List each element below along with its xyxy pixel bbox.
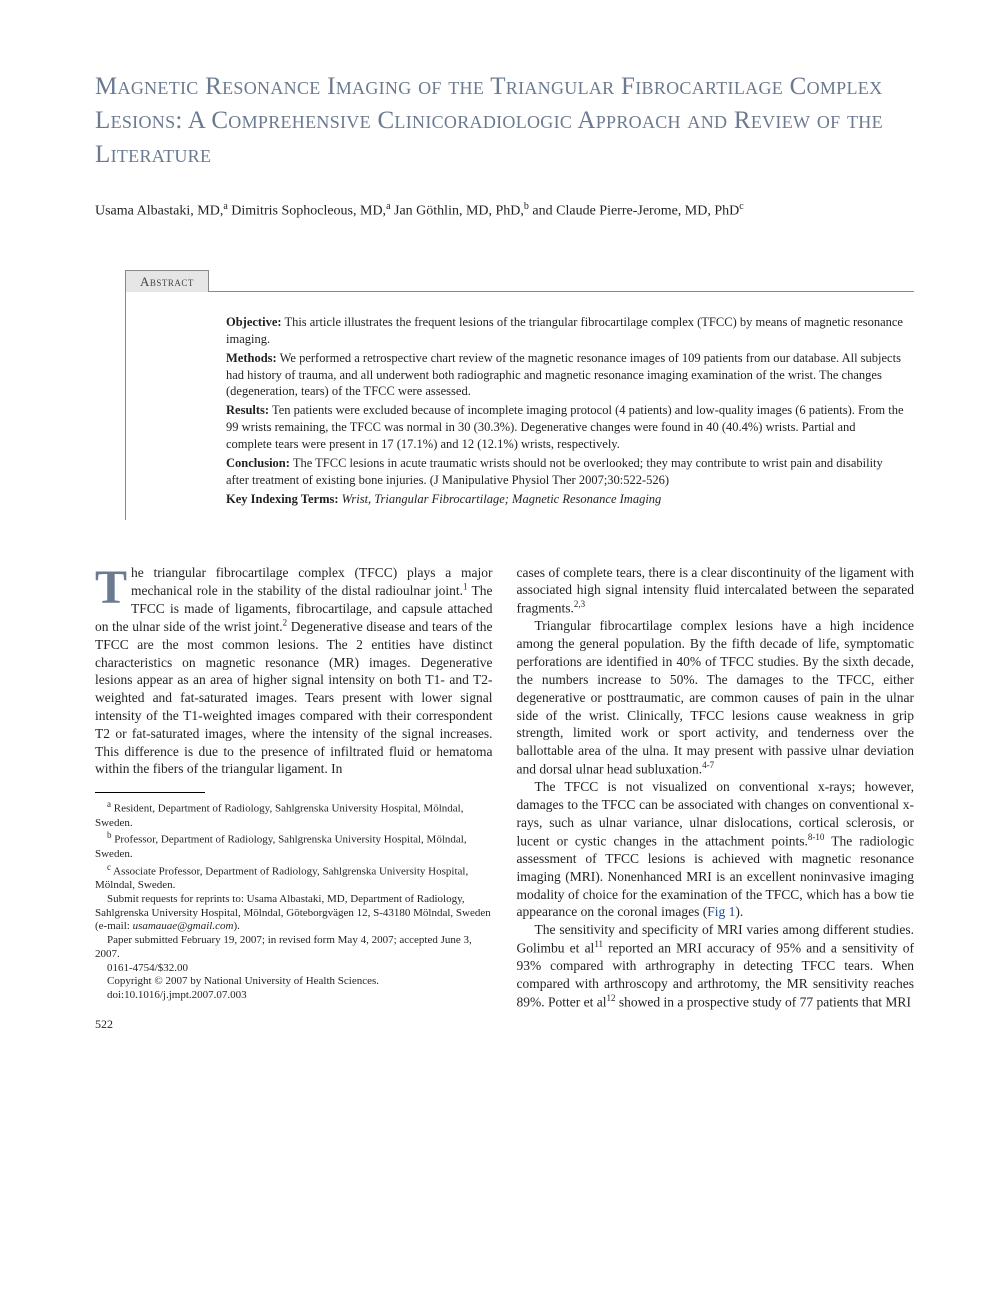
abstract-methods-label: Methods:: [226, 351, 277, 365]
page-number: 522: [95, 1017, 493, 1033]
footnote-separator: [95, 792, 205, 793]
body-para-1-text: he triangular fibrocartilage complex (TF…: [95, 565, 493, 777]
footnote-affil-c: c Associate Professor, Department of Rad…: [95, 862, 493, 893]
footnote-reprint: Submit requests for reprints to: Usama A…: [95, 893, 493, 921]
abstract-conclusion-text: The TFCC lesions in acute traumatic wris…: [226, 456, 883, 487]
dropcap: T: [95, 564, 131, 609]
abstract-objective-label: Objective:: [226, 315, 282, 329]
abstract-results-text: Ten patients were excluded because of in…: [226, 403, 904, 451]
body-para-2: cases of complete tears, there is a clea…: [517, 564, 915, 618]
body-para-3: Triangular fibrocartilage complex lesion…: [517, 617, 915, 778]
column-right: cases of complete tears, there is a clea…: [517, 564, 915, 1033]
footnote-email: (e-mail: usamauae@gmail.com).: [95, 920, 493, 934]
abstract-methods-text: We performed a retrospective chart revie…: [226, 351, 901, 399]
footnote-issn: 0161-4754/$32.00: [95, 962, 493, 976]
body-columns: T he triangular fibrocartilage complex (…: [95, 564, 914, 1033]
body-para-5: The sensitivity and specificity of MRI v…: [517, 921, 915, 1011]
body-para-1: T he triangular fibrocartilage complex (…: [95, 564, 493, 779]
footnote-submitted: Paper submitted February 19, 2007; in re…: [95, 934, 493, 962]
abstract-keywords-label: Key Indexing Terms:: [226, 492, 339, 506]
abstract-conclusion-label: Conclusion:: [226, 456, 290, 470]
footnotes-block: a Resident, Department of Radiology, Sah…: [95, 799, 493, 1002]
author-line: Usama Albastaki, MD,a Dimitris Sophocleo…: [95, 199, 914, 222]
abstract-objective-text: This article illustrates the frequent le…: [226, 315, 903, 346]
footnote-copyright: Copyright © 2007 by National University …: [95, 975, 493, 989]
abstract-box: Abstract Objective: This article illustr…: [95, 270, 914, 520]
abstract-tab-label: Abstract: [125, 270, 209, 292]
abstract-body: Objective: This article illustrates the …: [125, 292, 914, 520]
column-left: T he triangular fibrocartilage complex (…: [95, 564, 493, 1033]
article-title: Magnetic Resonance Imaging of the Triang…: [95, 70, 914, 171]
abstract-rule: [209, 291, 914, 292]
abstract-keywords-text: Wrist, Triangular Fibrocartilage; Magnet…: [342, 492, 662, 506]
footnote-affil-b: b Professor, Department of Radiology, Sa…: [95, 830, 493, 861]
footnote-affil-a: a Resident, Department of Radiology, Sah…: [95, 799, 493, 830]
footnote-doi: doi:10.1016/j.jmpt.2007.07.003: [95, 989, 493, 1003]
abstract-results-label: Results:: [226, 403, 269, 417]
body-para-4: The TFCC is not visualized on convention…: [517, 778, 915, 921]
